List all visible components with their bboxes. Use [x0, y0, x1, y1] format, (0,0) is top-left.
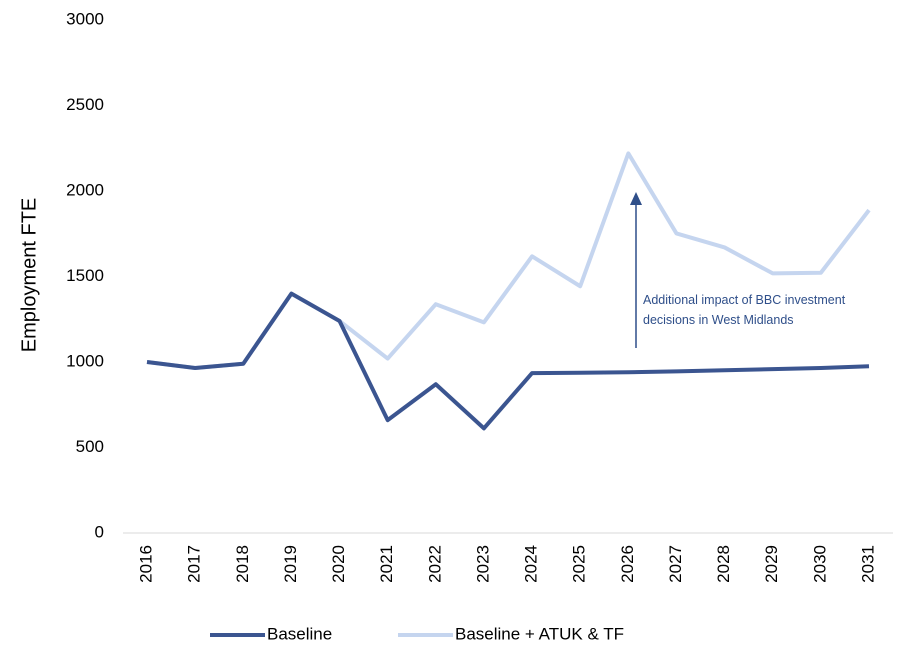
y-tick-label: 1500 — [66, 266, 104, 285]
x-tick-label: 2016 — [136, 545, 155, 583]
line-series — [146, 151, 871, 370]
y-tick-label: 2000 — [66, 180, 104, 199]
legend-label: Baseline + ATUK & TF — [455, 624, 624, 643]
x-tick-label: 2020 — [329, 545, 348, 583]
y-tick-label: 1000 — [66, 351, 104, 370]
y-axis-label: Employment FTE — [18, 198, 40, 352]
legend-label: Baseline — [267, 624, 332, 643]
y-tick-label: 0 — [95, 522, 104, 541]
x-tick-label: 2029 — [762, 545, 781, 583]
x-tick-label: 2018 — [233, 545, 252, 583]
x-tick-label: 2031 — [858, 545, 877, 583]
annotation-arrowhead — [630, 192, 642, 205]
x-tick-label: 2027 — [666, 545, 685, 583]
y-tick-label: 500 — [76, 437, 104, 456]
y-tick-label: 2500 — [66, 95, 104, 114]
x-tick-label: 2022 — [425, 545, 444, 583]
x-tick-label: 2017 — [185, 545, 204, 583]
x-tick-label: 2023 — [473, 545, 492, 583]
line-series — [146, 291, 870, 431]
x-tick-label: 2019 — [281, 545, 300, 583]
x-tick-label: 2030 — [810, 545, 829, 583]
x-tick-label: 2028 — [714, 545, 733, 583]
x-tick-label: 2021 — [377, 545, 396, 583]
x-tick-label: 2024 — [522, 545, 541, 583]
x-tick-label: 2026 — [618, 545, 637, 583]
y-tick-label: 3000 — [66, 9, 104, 28]
annotation-text: decisions in West Midlands — [643, 313, 794, 327]
annotation-text: Additional impact of BBC investment — [643, 293, 846, 307]
x-tick-label: 2025 — [570, 545, 589, 583]
